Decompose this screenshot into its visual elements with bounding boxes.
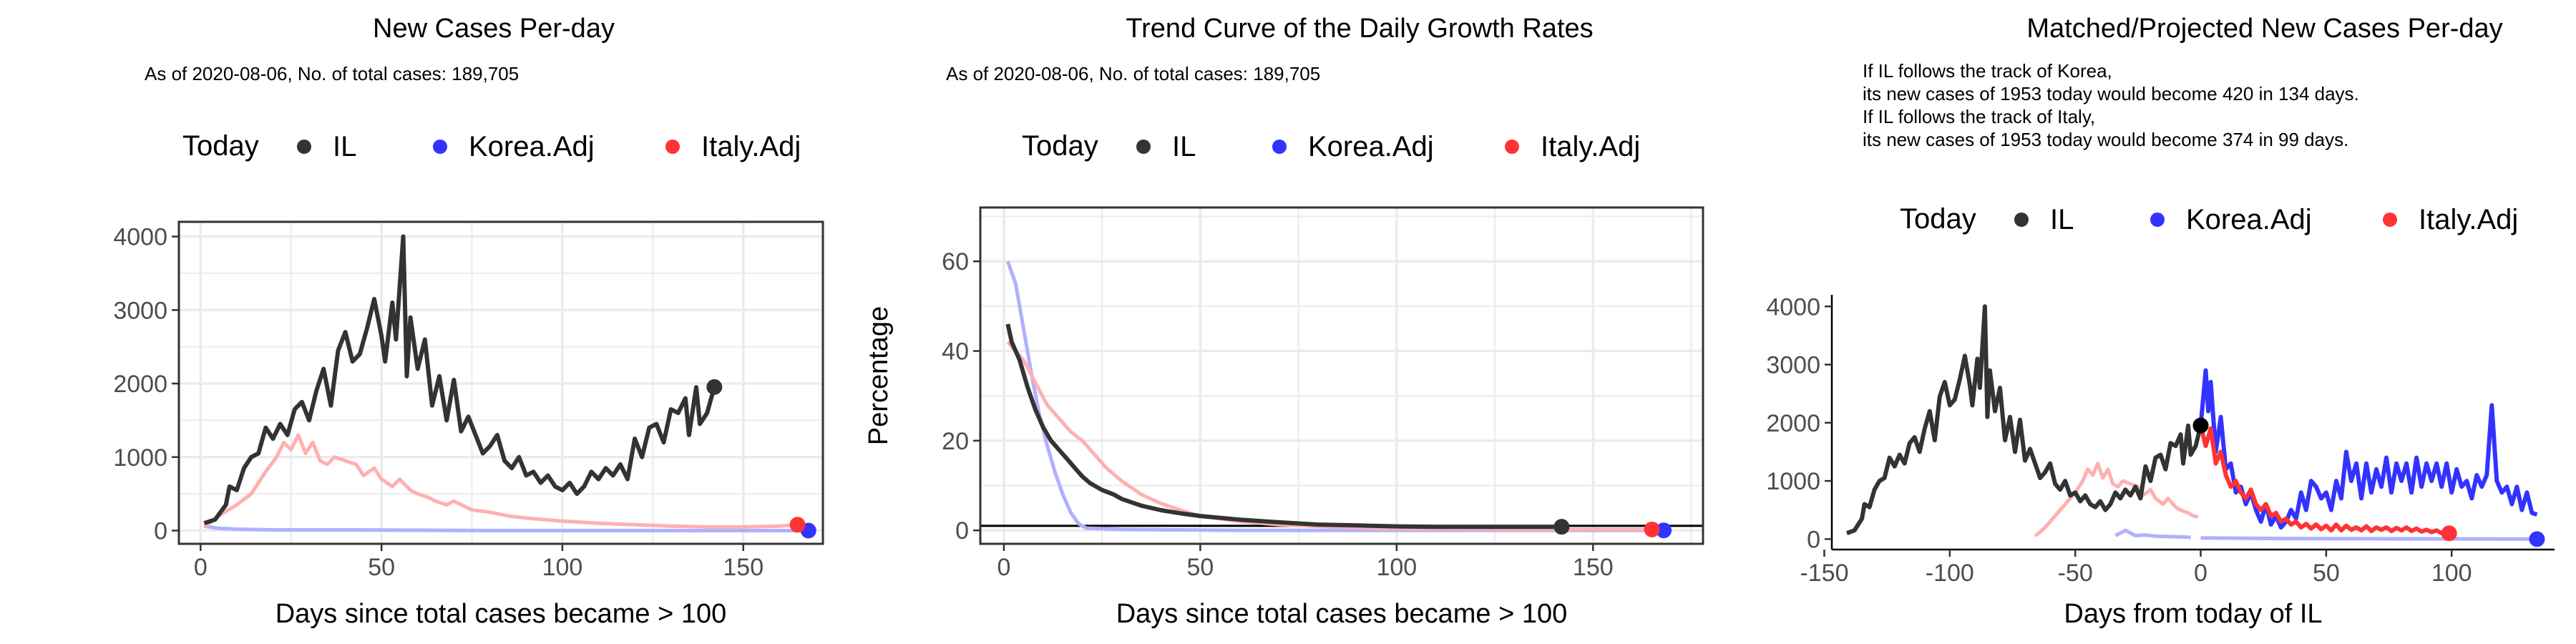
x-tick-label: 150 xyxy=(723,554,763,581)
y-tick-label: 0 xyxy=(1807,526,1820,553)
chart-subtitle: As of 2020-08-06, No. of total cases: 18… xyxy=(946,63,1320,84)
legend-marker xyxy=(1136,140,1151,154)
chart-subtitle: As of 2020-08-06, No. of total cases: 18… xyxy=(145,63,519,84)
series-line-il xyxy=(1845,304,2203,536)
chart-panel-2: Trend Curve of the Daily Growth Rates As … xyxy=(864,14,1704,629)
y-tick-label: 2000 xyxy=(1766,410,1820,437)
x-tick-label: 50 xyxy=(2313,560,2340,587)
legend-marker xyxy=(1505,140,1519,154)
legend-marker xyxy=(2014,213,2029,227)
x-tick-label: 50 xyxy=(1186,554,1214,581)
y-tick-label: 1000 xyxy=(113,444,167,472)
y-tick-label: 4000 xyxy=(113,224,167,251)
chart-annotation-line: If IL follows the track of Italy, xyxy=(1863,106,2095,127)
legend-marker xyxy=(665,140,680,154)
y-tick-label: 40 xyxy=(942,338,969,366)
x-tick-label: 0 xyxy=(194,554,208,581)
x-tick-label: 100 xyxy=(2431,560,2472,587)
legend-label: Korea.Adj xyxy=(2186,204,2312,235)
legend-label: Italy.Adj xyxy=(1541,131,1640,162)
series-line-korea-adj xyxy=(204,524,809,532)
series-marker xyxy=(2529,531,2545,547)
y-tick-label: 4000 xyxy=(1766,293,1820,321)
legend-marker xyxy=(297,140,311,154)
chart-title: Trend Curve of the Daily Growth Rates xyxy=(1126,14,1593,44)
y-tick-label: 0 xyxy=(154,518,167,545)
legend-marker xyxy=(1272,140,1287,154)
x-tick-label: 0 xyxy=(997,554,1010,581)
chart-annotation-line: If IL follows the track of Korea, xyxy=(1863,60,2112,82)
legend-label: IL xyxy=(2050,204,2074,235)
series-line-italy-adj xyxy=(203,433,798,529)
x-axis-label: Days from today of IL xyxy=(2064,599,2322,629)
x-tick-label: -50 xyxy=(2058,560,2093,587)
series-marker xyxy=(1644,521,1660,537)
x-tick-label: 100 xyxy=(1376,554,1417,581)
y-tick-label: 3000 xyxy=(113,297,167,324)
chart-title: New Cases Per-day xyxy=(373,14,615,44)
y-tick-label: 1000 xyxy=(1766,468,1820,495)
legend-marker xyxy=(433,140,447,154)
legend-label: Korea.Adj xyxy=(469,131,595,162)
series-line-italy-adj xyxy=(2034,462,2199,538)
series-marker xyxy=(1553,519,1570,535)
y-axis-label: Percentage xyxy=(864,306,894,445)
legend-title: Today xyxy=(1022,130,1098,162)
plot-background xyxy=(1832,295,2555,550)
chart-annotation-line: its new cases of 1953 today would become… xyxy=(1863,129,2348,150)
x-tick-label: -100 xyxy=(1926,560,1974,587)
y-tick-label: 20 xyxy=(942,428,969,455)
series-line-korea-adj xyxy=(2200,536,2537,541)
chart-panel-3: Matched/Projected New Cases Per-day If IL… xyxy=(1766,14,2555,629)
chart-title: Matched/Projected New Cases Per-day xyxy=(2026,14,2502,44)
legend-title: Today xyxy=(1900,203,1976,235)
series-line-il xyxy=(203,234,717,526)
x-tick-label: 50 xyxy=(368,554,395,581)
x-tick-label: 150 xyxy=(1573,554,1614,581)
legend-label: IL xyxy=(333,131,356,162)
series-marker xyxy=(706,379,723,395)
y-tick-label: 0 xyxy=(955,517,969,545)
series-marker xyxy=(2192,417,2209,434)
legend-label: Italy.Adj xyxy=(701,131,801,162)
chart-panel-1: New Cases Per-day As of 2020-08-06, No. o… xyxy=(113,14,824,629)
legend-label: Korea.Adj xyxy=(1308,131,1434,162)
x-tick-label: 100 xyxy=(542,554,583,581)
x-axis-label: Days since total cases became > 100 xyxy=(275,599,727,629)
series-line-korea-adj xyxy=(2114,528,2191,540)
x-axis-label: Days since total cases became > 100 xyxy=(1116,599,1568,629)
series-line-italy-adj xyxy=(2198,424,2451,536)
y-tick-label: 2000 xyxy=(113,371,167,398)
series-line-korea-adj xyxy=(1006,260,1664,532)
series-marker xyxy=(789,517,806,533)
plot-border xyxy=(979,206,1704,545)
series-marker xyxy=(1656,522,1672,539)
y-tick-label: 3000 xyxy=(1766,352,1820,379)
series-marker xyxy=(2441,525,2457,542)
chart-annotation-line: its new cases of 1953 today would become… xyxy=(1863,83,2359,104)
series-line-il xyxy=(1005,323,1562,530)
x-tick-label: -150 xyxy=(1800,560,1848,587)
series-line-italy-adj xyxy=(1006,341,1652,532)
legend-title: Today xyxy=(182,130,259,162)
legend-label: IL xyxy=(1172,131,1196,162)
legend-marker xyxy=(2383,213,2397,227)
legend-marker xyxy=(2150,213,2165,227)
legend-label: Italy.Adj xyxy=(2419,204,2518,235)
y-tick-label: 60 xyxy=(942,248,969,275)
x-tick-label: 0 xyxy=(2194,560,2207,587)
plot-background xyxy=(980,208,1703,544)
